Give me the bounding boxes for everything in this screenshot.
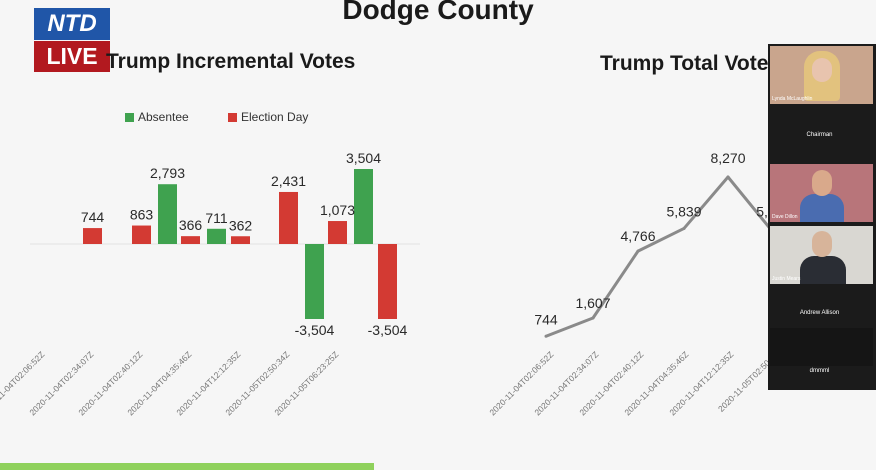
line-point [591, 316, 595, 320]
absentee-bar [305, 244, 324, 319]
ntd-live-logo: NTD LIVE [34, 8, 110, 72]
absentee-data-label: 3,504 [346, 150, 381, 166]
election-day-bar [378, 244, 397, 319]
absentee-bar [354, 169, 373, 244]
election-day-data-label: -3,504 [368, 322, 408, 338]
participant-name: Lynda McLaughlin [772, 96, 813, 102]
total-votes-line [545, 175, 772, 338]
participant-face [812, 231, 832, 257]
progress-bar [0, 463, 374, 470]
line-chart-title: Trump Total Vote [600, 52, 769, 75]
election-day-data-label: 744 [81, 209, 105, 225]
participant-name: Andrew Allison [799, 310, 840, 316]
election-day-bar [83, 228, 102, 244]
election-day-bar [181, 236, 200, 244]
legend-absentee: Absentee [125, 110, 189, 124]
election-day-data-label: 863 [130, 207, 154, 223]
participant-video-4[interactable]: Justin Mears [770, 226, 873, 284]
participant-video-6[interactable] [770, 328, 873, 366]
participant-face [812, 58, 832, 82]
legend-swatch-absentee [125, 113, 134, 123]
election-day-data-label: 362 [229, 217, 253, 233]
legend-label-election-day: Election Day [241, 110, 309, 124]
line-point [682, 226, 686, 230]
line-point [636, 249, 640, 253]
participant-face [812, 170, 832, 196]
line-data-label: 1,607 [575, 295, 610, 311]
absentee-data-label: 2,793 [150, 165, 185, 181]
legend-election-day: Election Day [228, 110, 308, 124]
absentee-bar [207, 228, 226, 244]
live-logo-text: LIVE [34, 41, 110, 72]
line-point [726, 175, 730, 179]
line-point [544, 334, 548, 338]
election-day-data-label: 366 [179, 217, 203, 233]
line-data-label: 744 [534, 311, 558, 327]
absentee-data-label: 711 [205, 210, 228, 226]
participant-name: Justin Mears [772, 276, 801, 282]
election-day-data-label: 1,073 [320, 202, 355, 218]
line-data-label: 8,270 [710, 150, 745, 166]
participant-video-3[interactable]: Dave Dillon [770, 164, 873, 222]
video-call-panel: Lynda McLaughlin Chairman Dave Dillon Ju… [768, 44, 876, 390]
absentee-bar [158, 184, 177, 244]
election-day-bar [279, 191, 298, 244]
participant-name: Dave Dillon [772, 214, 798, 220]
participant-person [800, 194, 844, 222]
election-day-bar [231, 236, 250, 244]
legend-label-absentee: Absentee [138, 110, 189, 124]
participant-video-1[interactable]: Lynda McLaughlin [770, 46, 873, 104]
election-day-data-label: 2,431 [271, 173, 306, 189]
line-data-label: 4,766 [620, 228, 655, 244]
page-title: Dodge County [342, 0, 534, 25]
participant-person [800, 256, 846, 284]
bar-chart-title: Trump Incremental Votes [106, 50, 356, 73]
participant-name: dmmml [809, 368, 830, 374]
ntd-logo-text: NTD [34, 8, 110, 40]
absentee-data-label: -3,504 [295, 322, 335, 338]
line-data-label: 5,839 [666, 203, 701, 219]
legend-swatch-election-day [228, 113, 237, 123]
participant-name: Chairman [806, 132, 833, 138]
election-day-bar [328, 221, 347, 244]
election-day-bar [132, 225, 151, 244]
